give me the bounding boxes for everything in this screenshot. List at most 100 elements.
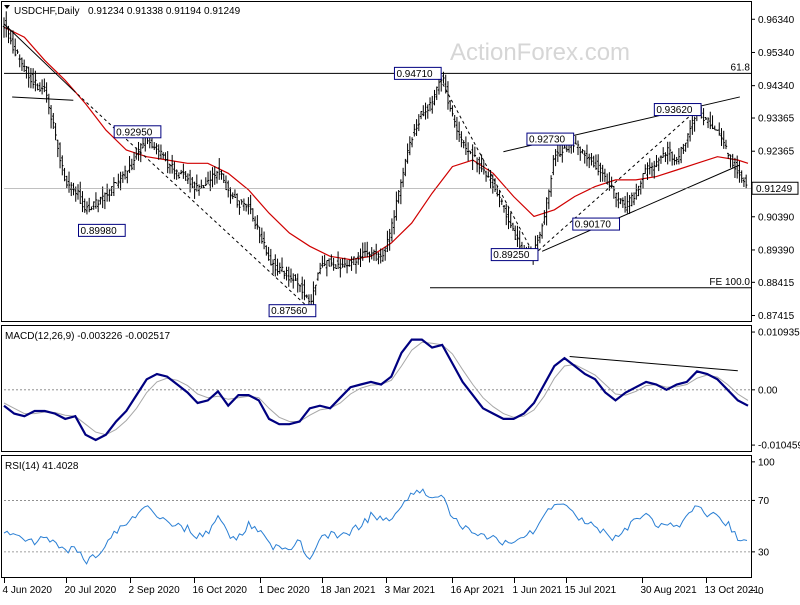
ohlc-bar: [550, 175, 552, 197]
price-label-box: 0.94710: [394, 67, 441, 80]
ohlc-bar: [451, 105, 453, 116]
ohlc-bar: [158, 144, 160, 160]
ohlc-bar: [86, 201, 88, 214]
ohlc-bar: [480, 154, 482, 172]
ohlc-bar: [59, 142, 61, 168]
ohlc-bar: [689, 120, 691, 141]
time-axis-label: 3 Mar 2021: [385, 585, 436, 596]
ohlc-bar: [503, 205, 505, 213]
ohlc-bar: [684, 143, 686, 152]
ohlc-bar: [366, 242, 368, 258]
ohlc-bar: [279, 263, 281, 274]
ohlc-bar: [97, 200, 99, 213]
ohlc-bar: [469, 151, 471, 154]
ohlc-bar: [328, 258, 330, 266]
ohlc-bar: [229, 187, 231, 203]
ohlc-bar: [465, 136, 467, 155]
ohlc-bar: [662, 147, 664, 158]
ohlc-bar: [388, 229, 390, 251]
ohlc-bar: [619, 198, 621, 204]
macd-panel-frame: [2, 326, 752, 452]
ohlc-bar: [205, 177, 207, 186]
ohlc-bar: [117, 174, 119, 189]
time-axis-label: 16 Apr 2021: [451, 585, 505, 596]
ohlc-bar: [613, 186, 615, 199]
ohlc-bar: [283, 271, 285, 279]
collapse-arrow-icon[interactable]: [4, 5, 10, 9]
ohlc-bar: [640, 180, 642, 194]
ohlc-bar: [411, 137, 413, 147]
ohlc-bar: [658, 158, 660, 171]
time-axis-label: 20 Jul 2020: [65, 585, 117, 596]
price-axis-tick-label: 0.88415: [758, 278, 795, 289]
ohlc-bar: [39, 82, 41, 92]
ohlc-bar: [5, 11, 7, 37]
ohlc-bar: [137, 142, 139, 161]
ohlc-bar: [36, 83, 38, 90]
ohlc-bar: [673, 154, 675, 165]
ohlc-bar: [191, 177, 193, 188]
ohlc-bar: [198, 184, 200, 195]
ohlc-bar: [321, 256, 323, 268]
ohlc-bar: [487, 171, 489, 177]
ohlc-bar: [290, 269, 292, 283]
ohlc-bar: [548, 189, 550, 209]
ohlc-bar: [584, 150, 586, 163]
ohlc-bar: [276, 259, 278, 276]
ohlc-bar: [642, 173, 644, 188]
ohlc-bar: [72, 183, 74, 195]
ohlc-bar: [216, 171, 218, 184]
ohlc-bar: [196, 174, 198, 191]
ohlc-bar: [166, 151, 168, 173]
ohlc-bar: [709, 112, 711, 129]
ohlc-bar: [200, 180, 202, 189]
ohlc-bar: [702, 108, 704, 125]
price-label-text: 0.93620: [656, 105, 693, 116]
price-label-text: 0.89250: [493, 250, 530, 261]
ohlc-bar: [323, 255, 325, 266]
ohlc-bar: [456, 117, 458, 140]
ohlc-bar: [128, 156, 130, 173]
ohlc-bar: [227, 180, 229, 197]
ohlc-bar: [433, 90, 435, 105]
ohlc-bar: [317, 272, 319, 280]
ohlc-bar: [507, 207, 509, 229]
ohlc-bar: [539, 232, 541, 243]
price-label-text: 0.89980: [81, 226, 118, 237]
ohlc-bar: [514, 226, 516, 240]
ohlc-bar: [409, 136, 411, 155]
ohlc-bar: [288, 267, 290, 287]
ohlc-bar: [79, 182, 81, 204]
ohlc-bar: [18, 54, 20, 67]
ohlc-bar: [155, 143, 157, 154]
ohlc-bar: [427, 104, 429, 118]
ohlc-bar: [301, 277, 303, 300]
price-axis-tick-label: 0.93365: [758, 114, 795, 125]
ohlc-bar: [153, 142, 155, 150]
ohlc-bar: [631, 193, 633, 207]
ohlc-bar: [743, 177, 745, 187]
ohlc-bar: [326, 260, 328, 276]
ohlc-bar: [471, 144, 473, 170]
ohlc-bar: [516, 226, 518, 247]
ohlc-bar: [740, 170, 742, 182]
ohlc-bar: [725, 140, 727, 149]
ohlc-bar: [66, 176, 68, 189]
ohlc-bar: [664, 152, 666, 162]
ohlc-bar: [10, 30, 12, 45]
ohlc-bar: [453, 115, 455, 128]
price-axis-tick-label: 0.95340: [758, 48, 795, 59]
ohlc-bar: [588, 154, 590, 168]
ohlc-bar: [705, 117, 707, 120]
ohlc-bar: [404, 159, 406, 176]
ohlc-bar: [173, 161, 175, 179]
ohlc-bar: [113, 177, 115, 196]
ohlc-bar: [346, 260, 348, 273]
price-axis-tick-label: 0.96340: [758, 15, 795, 26]
ohlc-bar: [474, 147, 476, 157]
ohlc-bar: [492, 174, 494, 193]
ohlc-bar: [54, 123, 56, 140]
ohlc-bar: [460, 131, 462, 147]
ohlc-bar: [541, 223, 543, 238]
